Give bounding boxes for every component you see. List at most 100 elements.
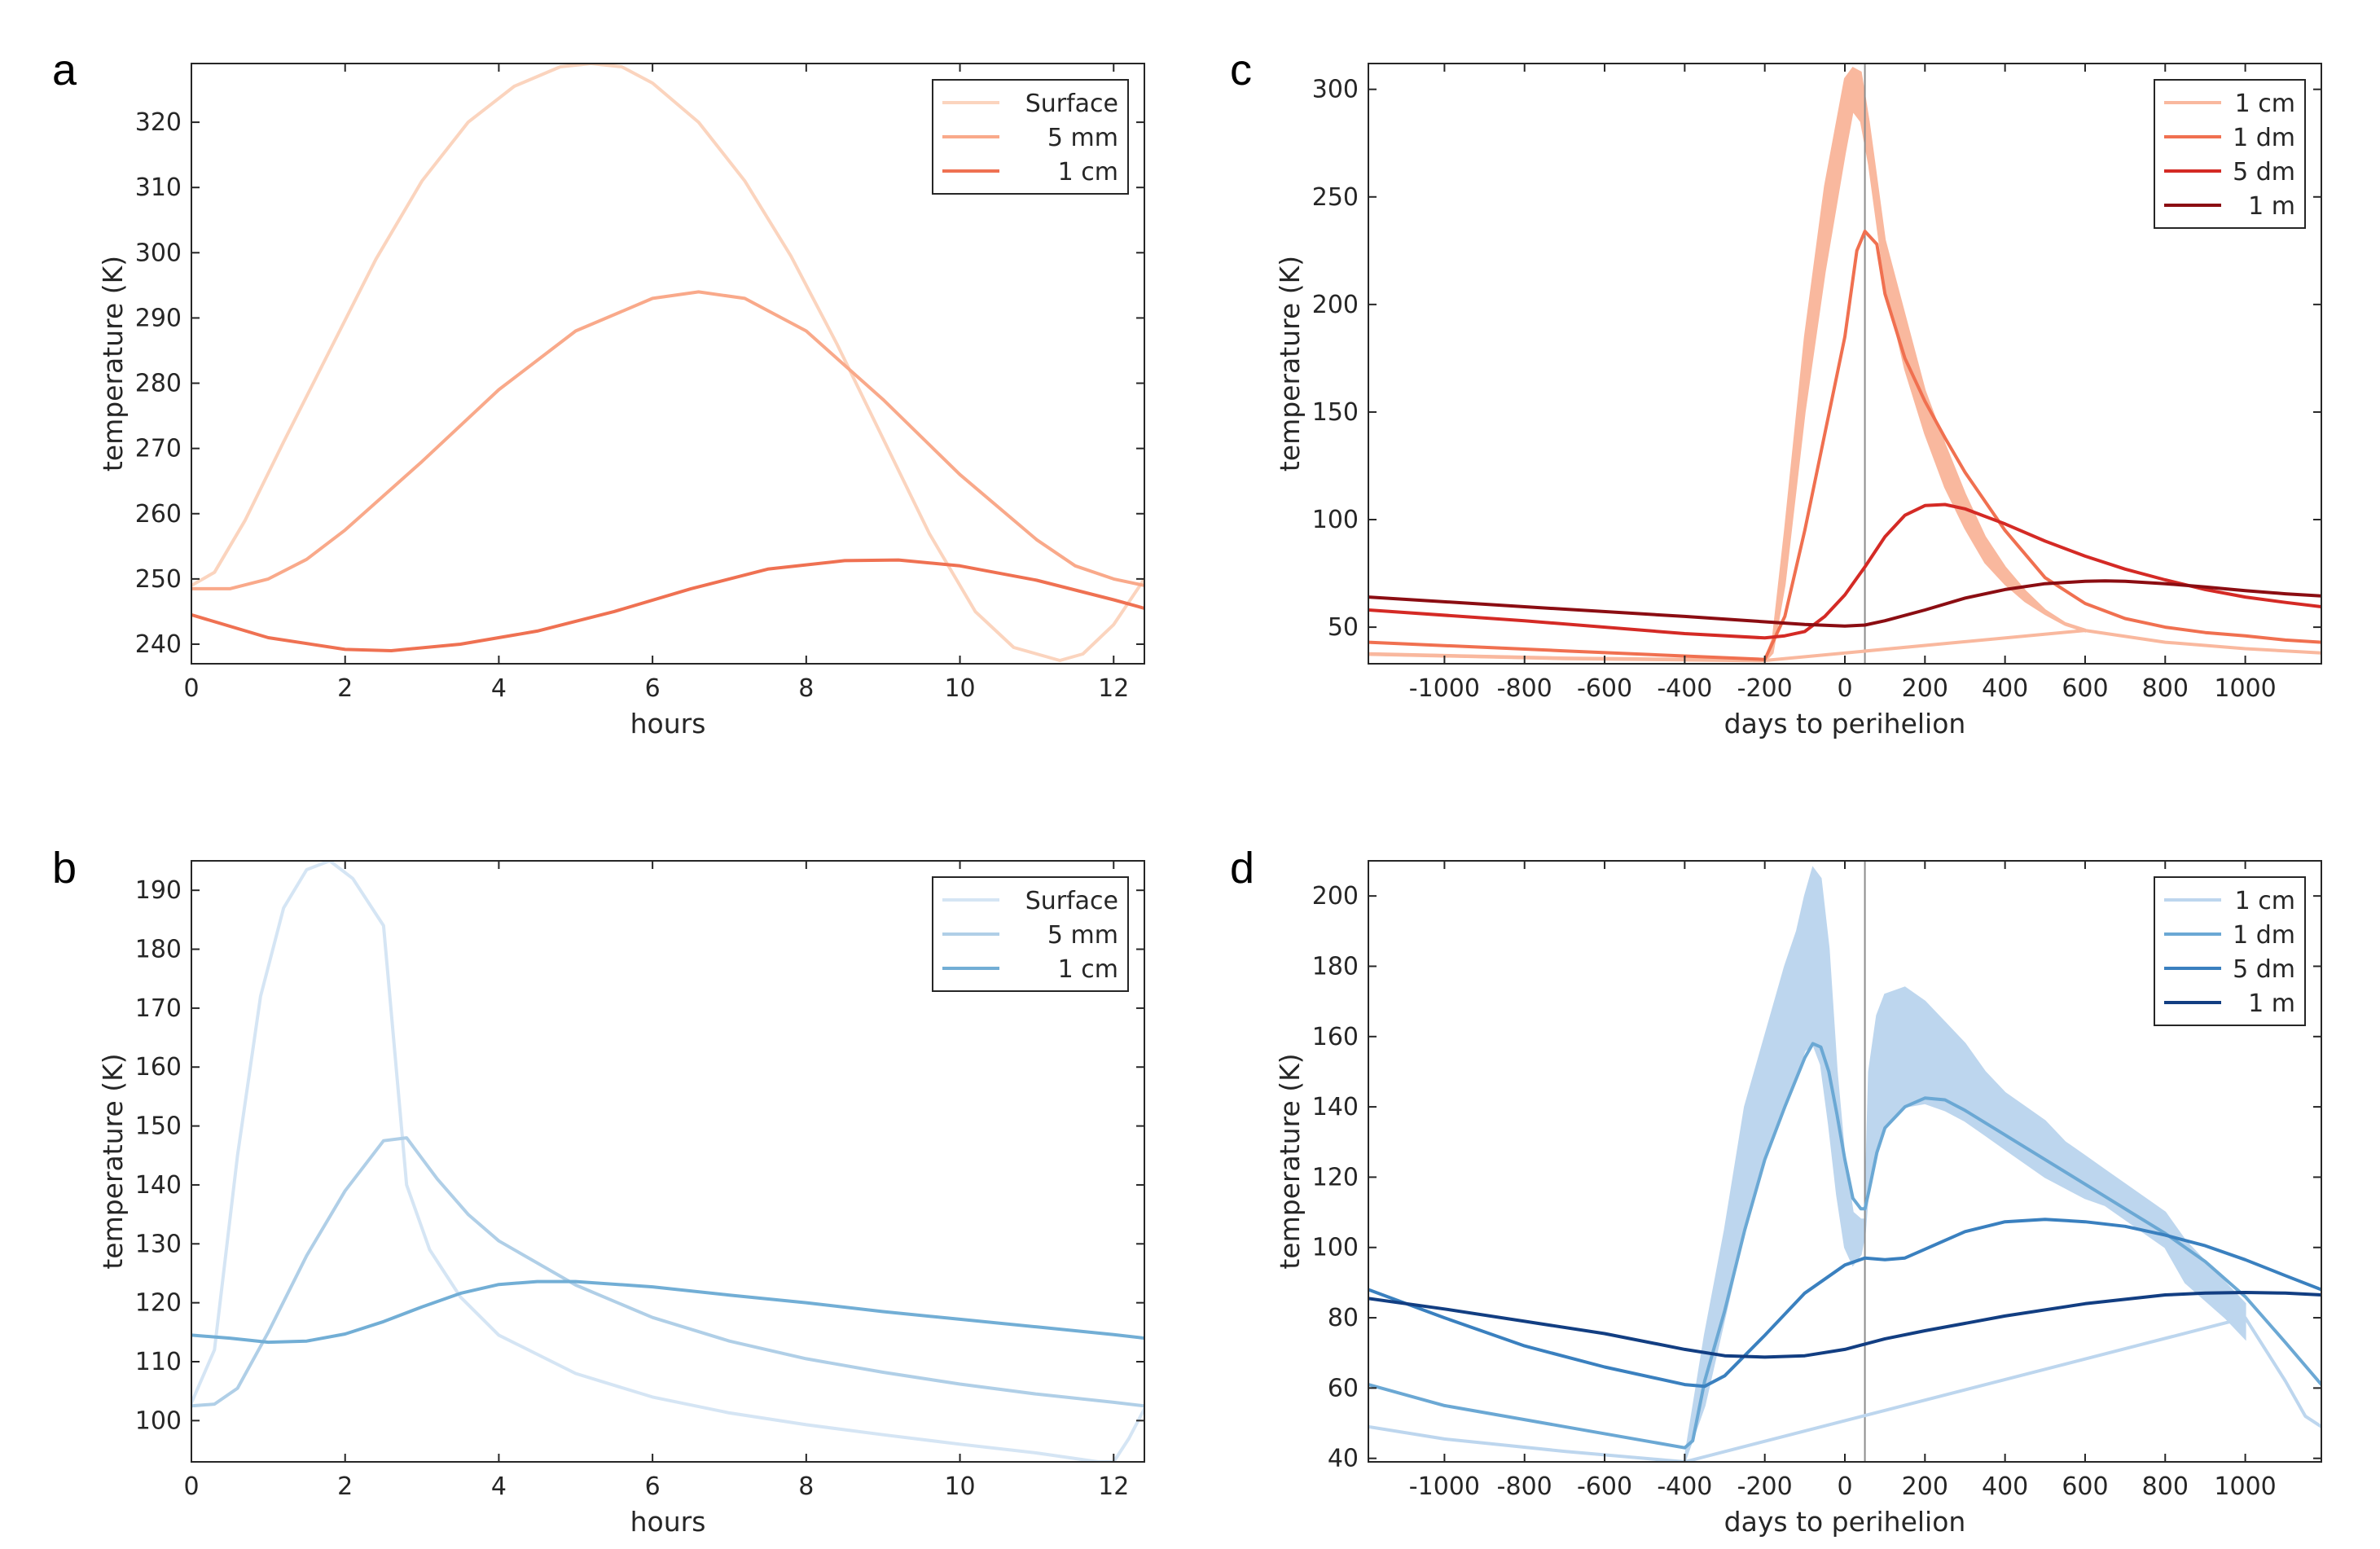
series-line-b-1-cm — [191, 1279, 1144, 1345]
x-tick-label: 400 — [1982, 1472, 2028, 1501]
x-tick-label: 6 — [645, 1472, 661, 1501]
y-axis-label-a: temperature (K) — [97, 256, 129, 472]
y-tick-label: 100 — [135, 1406, 182, 1435]
y-tick-label: 300 — [1312, 76, 1359, 104]
y-tick-label: 280 — [135, 370, 182, 398]
y-tick-label: 300 — [135, 239, 182, 267]
x-tick-label: 1000 — [2214, 674, 2276, 703]
y-tick-label: 100 — [1312, 1234, 1359, 1262]
legend-c: 1 cm 1 dm 5 dm 1 m — [2154, 79, 2306, 229]
x-tick-label: 0 — [1837, 674, 1852, 703]
axes-frame-a — [191, 63, 1145, 665]
y-tick-label: 200 — [1312, 882, 1359, 911]
y-tick-label: 180 — [135, 936, 182, 964]
legend-label-1-cm: 1 cm — [1058, 158, 1118, 186]
x-tick-label: 12 — [1098, 674, 1129, 703]
legend-a: Surface 5 mm 1 cm — [932, 79, 1129, 195]
series-line-b-surface — [191, 861, 1144, 1462]
x-tick-label: 1000 — [2214, 1472, 2276, 1501]
x-tick-label: 800 — [2142, 1472, 2189, 1501]
x-tick-label: -600 — [1577, 674, 1632, 703]
legend-box — [2154, 79, 2306, 229]
y-tick-label: 180 — [1312, 952, 1359, 981]
y-axis-label-b: temperature (K) — [97, 1053, 129, 1269]
y-tick-label: 250 — [135, 565, 182, 594]
chart-a: 0 2 4 6 8 10 12 240 250 260 270 280 290 300 310 320 hour… — [97, 63, 1145, 739]
x-tick-label: 8 — [798, 1472, 814, 1501]
y-tick-label: 130 — [135, 1230, 182, 1258]
x-tick-label: -800 — [1497, 1472, 1552, 1501]
x-tick-label: 0 — [1837, 1472, 1852, 1501]
data-layer-c — [1368, 64, 2321, 664]
y-tick-label: 120 — [135, 1289, 182, 1318]
series-line-d-1-m — [1368, 1291, 2321, 1359]
panel-label-a: a — [52, 46, 77, 94]
legend-label-5-mm: 5 mm — [1047, 921, 1118, 950]
x-tick-label: -400 — [1657, 1472, 1712, 1501]
legend-d: 1 cm 1 dm 5 dm 1 m — [2154, 876, 2306, 1026]
legend-label-1-cm: 1 cm — [2235, 887, 2295, 915]
y-tick-label: 140 — [1312, 1093, 1359, 1121]
x-tick-label: -800 — [1497, 674, 1552, 703]
series-line-d-5-dm — [1368, 1218, 2321, 1389]
data-layer-b — [191, 861, 1144, 1462]
y-tick-label: 40 — [1328, 1445, 1359, 1473]
y-tick-label: 50 — [1328, 613, 1359, 642]
panel-label-d: d — [1230, 844, 1254, 893]
chart-c: -1000 -800 -600 -400 -200 0 200 400 600 800 1000 50… — [1274, 63, 2322, 739]
y-tick-label: 200 — [1312, 291, 1359, 319]
y-axis-label-c: temperature (K) — [1274, 256, 1306, 472]
y-tick-label: 320 — [135, 108, 182, 137]
series-line-d-1-dm — [1368, 1042, 2321, 1450]
x-tick-label: 600 — [2062, 674, 2108, 703]
legend-box — [2154, 876, 2306, 1026]
x-tick-label: 600 — [2062, 1472, 2108, 1501]
y-tick-label: 170 — [135, 994, 182, 1023]
panel-label-c: c — [1230, 46, 1252, 94]
x-tick-label: -1000 — [1409, 674, 1480, 703]
x-tick-label: 2 — [337, 674, 353, 703]
series-line-a-surface — [191, 64, 1144, 662]
legend-label-1-cm: 1 cm — [1058, 955, 1118, 984]
y-axis-label-d: temperature (K) — [1274, 1053, 1306, 1269]
x-axis-label-c: days to perihelion — [1724, 708, 1966, 739]
x-axis-label-a: hours — [630, 708, 706, 739]
y-tick-label: 310 — [135, 173, 182, 202]
x-tick-label: 2 — [337, 1472, 353, 1501]
x-tick-label: 200 — [1902, 674, 1948, 703]
x-axis-label-b: hours — [630, 1506, 706, 1538]
y-tick-label: 260 — [135, 500, 182, 529]
x-tick-label: 10 — [944, 1472, 975, 1501]
legend-label-5-mm: 5 mm — [1047, 124, 1118, 152]
legend-label-1-dm: 1 dm — [2233, 124, 2295, 152]
y-tick-label: 240 — [135, 630, 182, 659]
legend-label-surface: Surface — [1025, 887, 1118, 915]
x-tick-label: -200 — [1737, 1472, 1793, 1501]
y-tick-label: 60 — [1328, 1374, 1359, 1402]
x-tick-label: -400 — [1657, 674, 1712, 703]
y-tick-label: 290 — [135, 304, 182, 332]
y-tick-label: 150 — [135, 1112, 182, 1141]
y-tick-label: 270 — [135, 435, 182, 463]
data-layer-a — [191, 64, 1144, 662]
series-line-b-5-mm — [191, 1136, 1144, 1408]
x-tick-label: 4 — [491, 1472, 507, 1501]
x-tick-label: 200 — [1902, 1472, 1948, 1501]
axes-frame-b — [191, 860, 1145, 1463]
x-tick-label: 10 — [944, 674, 975, 703]
x-tick-label: -600 — [1577, 1472, 1632, 1501]
y-tick-label: 120 — [1312, 1163, 1359, 1191]
data-layer-d — [1368, 861, 2321, 1462]
series-line-c-5-dm — [1368, 502, 2321, 640]
series-line-c-1-m — [1368, 579, 2321, 628]
y-tick-label: 110 — [135, 1348, 182, 1376]
series-line-c-1-cm — [1368, 629, 2321, 662]
legend-label-surface: Surface — [1025, 90, 1118, 118]
x-tick-label: 0 — [183, 1472, 199, 1501]
x-tick-label: -200 — [1737, 674, 1793, 703]
x-tick-label: 800 — [2142, 674, 2189, 703]
x-tick-label: 400 — [1982, 674, 2028, 703]
x-tick-label: 4 — [491, 674, 507, 703]
y-tick-label: 150 — [1312, 398, 1359, 427]
